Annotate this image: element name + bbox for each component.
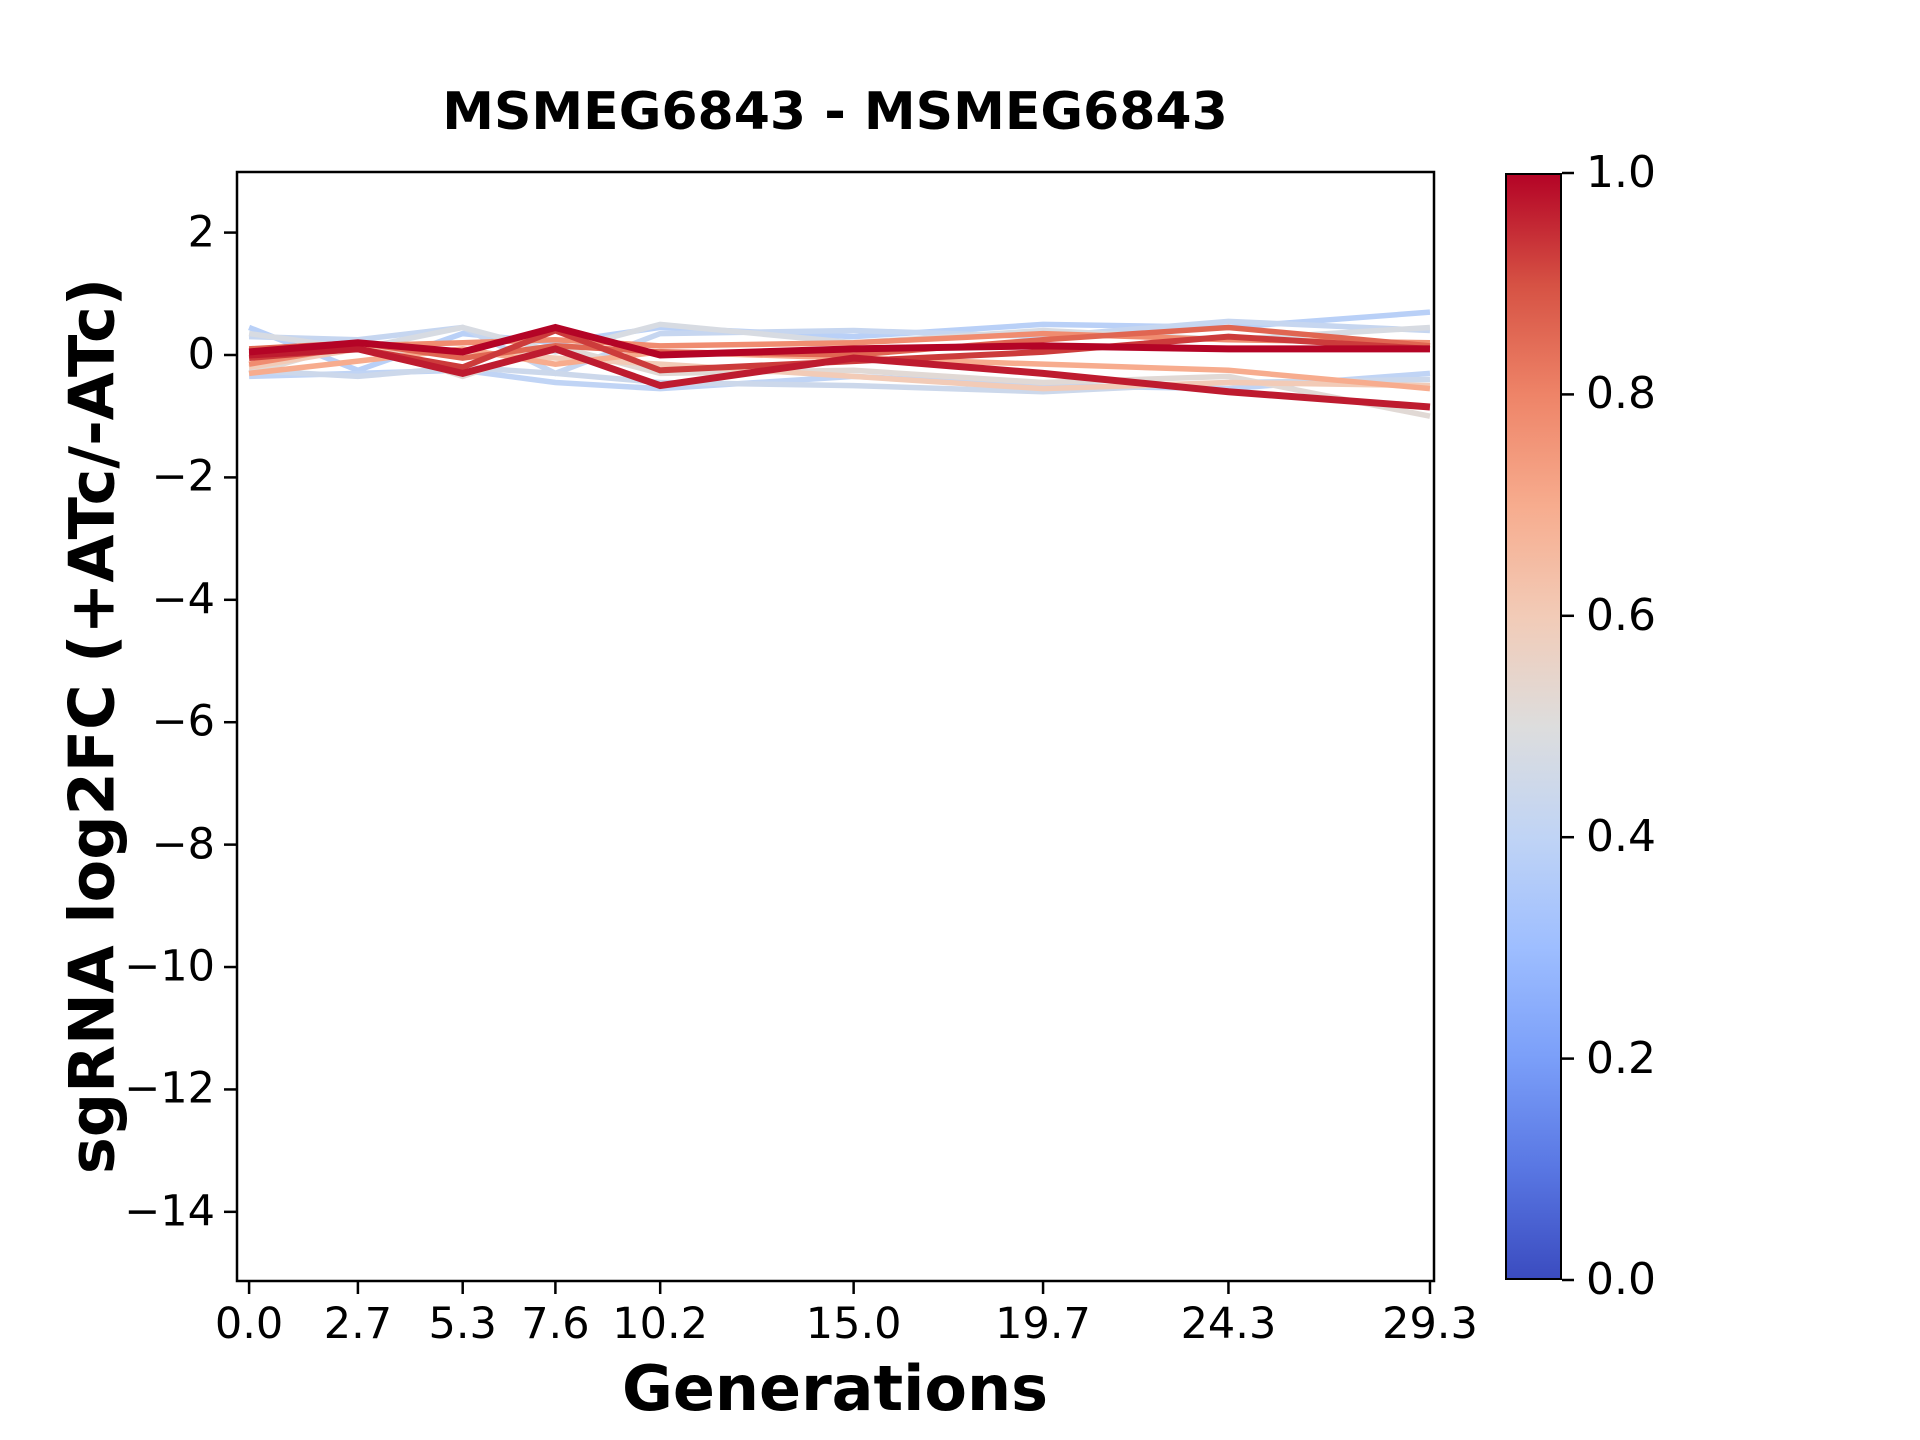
x-tick-label: 0.0 bbox=[214, 1299, 284, 1349]
series-line bbox=[249, 318, 1431, 377]
y-tick-label: −10 bbox=[124, 941, 215, 992]
y-tick-label: −2 bbox=[151, 451, 215, 502]
y-tick-label: −4 bbox=[151, 574, 215, 625]
y-tick-label: −6 bbox=[151, 696, 215, 747]
y-tick-label: −14 bbox=[124, 1186, 215, 1237]
x-tick-label: 10.2 bbox=[612, 1299, 709, 1349]
colorbar-tick-label: 0.6 bbox=[1586, 589, 1656, 641]
chart-title: MSMEG6843 - MSMEG6843 bbox=[442, 82, 1228, 142]
colorbar-tick-label: 0.4 bbox=[1586, 811, 1656, 863]
x-tick-label: 29.3 bbox=[1382, 1299, 1478, 1349]
x-tick-label: 19.7 bbox=[995, 1299, 1091, 1349]
y-tick-label: −12 bbox=[124, 1063, 215, 1114]
colorbar-tick-label: 0.0 bbox=[1586, 1254, 1656, 1305]
colorbar-tick-label: 1.0 bbox=[1586, 147, 1656, 198]
series-line bbox=[248, 323, 1430, 359]
x-tick-label: 2.7 bbox=[323, 1299, 393, 1349]
x-tick-label: 7.6 bbox=[521, 1299, 590, 1349]
x-tick-label: 24.3 bbox=[1180, 1299, 1277, 1349]
colorbar-tick-label: 0.8 bbox=[1586, 368, 1656, 420]
y-tick-label: −8 bbox=[151, 819, 215, 870]
axes-spines bbox=[235, 170, 1436, 1283]
series-line bbox=[248, 345, 1431, 411]
x-tick-label: 5.3 bbox=[428, 1299, 497, 1349]
y-tick-label: 0 bbox=[187, 329, 215, 380]
colorbar-tick-label: 0.2 bbox=[1586, 1032, 1656, 1084]
y-tick-label: 2 bbox=[187, 207, 215, 258]
x-axis-label: Generations bbox=[621, 1352, 1049, 1425]
x-tick-label: 15.0 bbox=[805, 1299, 902, 1349]
colorbar bbox=[1505, 173, 1562, 1280]
